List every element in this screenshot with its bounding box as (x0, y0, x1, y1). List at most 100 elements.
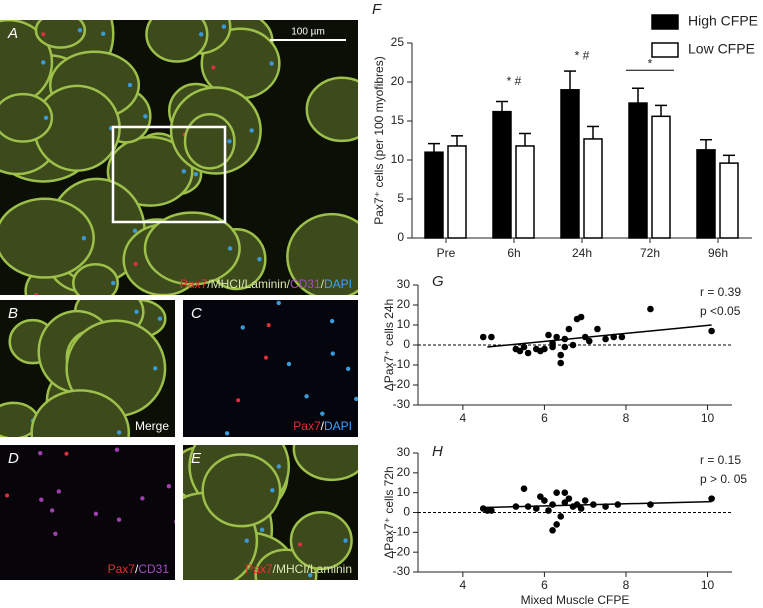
stat: r = 0.15 (700, 453, 741, 467)
caption-part: / (135, 562, 139, 576)
y-tick-label: -10 (393, 525, 411, 539)
inset-box (111, 125, 227, 224)
fibre (143, 211, 241, 286)
caption-part: Pax7 (293, 419, 321, 433)
panel-label: E (191, 450, 202, 467)
nucleus (49, 508, 55, 513)
y-tick-label: 0 (397, 230, 404, 244)
point (618, 333, 626, 341)
nucleus (173, 519, 175, 524)
nucleus (286, 361, 292, 367)
point (553, 489, 560, 496)
micrograph (183, 445, 364, 580)
pax7-cell (34, 293, 39, 295)
nucleus (93, 511, 99, 517)
y-tick-label: 0 (403, 505, 410, 519)
pax7-cell (211, 65, 216, 70)
caption-part: CD31 (290, 277, 321, 291)
nucleus (330, 351, 335, 356)
caption-part: /MHCI/Laminin/ (207, 277, 290, 291)
panel-label: H (432, 443, 443, 460)
fibre (106, 135, 194, 207)
y-tick-label: 15 (391, 113, 405, 127)
y-tick-label: 25 (391, 35, 405, 49)
annotation: * # (575, 48, 590, 62)
nucleus (198, 32, 204, 37)
pax7-cell (263, 355, 268, 360)
nucleus (132, 228, 138, 234)
pax7-cell (64, 451, 69, 456)
nucleus (41, 60, 46, 65)
point (577, 313, 585, 321)
fibre (145, 20, 209, 63)
caption: Pax7/MHCI/Laminin/CD31/DAPI (180, 277, 352, 291)
fibre (286, 212, 358, 295)
point (561, 343, 569, 351)
nucleus (53, 531, 58, 536)
point (557, 351, 565, 359)
bar (696, 149, 716, 239)
x-tick-label: 72h (640, 246, 660, 260)
nucleus (140, 496, 145, 501)
y-tick-label: -20 (393, 377, 411, 391)
point (520, 485, 528, 493)
point (569, 341, 577, 349)
y-tick-label: 20 (391, 74, 405, 88)
nucleus (360, 447, 364, 451)
nucleus (116, 517, 122, 522)
nucleus (111, 280, 116, 286)
y-tick-label: 20 (397, 297, 411, 311)
stat: p <0.05 (700, 304, 741, 318)
nucleus (153, 366, 158, 371)
pax7-cell (266, 323, 271, 328)
bar (424, 151, 444, 239)
point (561, 489, 569, 496)
panel-label: C (191, 305, 202, 322)
nucleus (244, 538, 249, 543)
stat: r = 0.39 (700, 285, 741, 299)
point (585, 337, 593, 345)
nucleus (354, 396, 358, 402)
nucleus (56, 489, 62, 494)
point (524, 349, 532, 357)
legend-label: High CFPE (688, 13, 758, 29)
y-tick-label: 30 (397, 445, 411, 459)
panel-label: A (7, 25, 18, 42)
nucleus (181, 169, 187, 174)
caption-part: Merge (135, 419, 169, 433)
bar (492, 110, 512, 239)
point (647, 305, 654, 313)
nucleus (329, 318, 335, 324)
nucleus (43, 115, 49, 121)
nucleus (81, 235, 87, 241)
scale-bar-label: 100 µm (291, 27, 325, 38)
caption: Pax7/CD31 (108, 562, 170, 576)
caption-part: DAPI (324, 419, 352, 433)
point (708, 327, 715, 335)
annotation: * # (507, 74, 522, 88)
y-tick-label: 20 (397, 465, 411, 479)
point (488, 333, 495, 341)
point (565, 495, 573, 502)
point (516, 347, 524, 355)
fit-line (487, 324, 712, 348)
nucleus (249, 128, 254, 133)
x-tick-label: 8 (623, 578, 630, 592)
nucleus (227, 139, 232, 144)
caption-part: DAPI (324, 277, 352, 291)
nucleus (343, 538, 348, 543)
nucleus (116, 430, 122, 435)
point (561, 499, 569, 506)
pax7-cell (41, 32, 46, 37)
x-axis-label: Mixed Muscle CFPE (521, 593, 630, 607)
x-tick-label: 10 (701, 411, 715, 425)
micrograph (183, 300, 358, 437)
micrograph (0, 20, 358, 295)
nucleus (134, 309, 139, 315)
fibre (34, 20, 87, 49)
x-tick-label: 6 (541, 411, 548, 425)
point (537, 493, 544, 500)
bar (560, 89, 580, 239)
nucleus (276, 464, 282, 469)
